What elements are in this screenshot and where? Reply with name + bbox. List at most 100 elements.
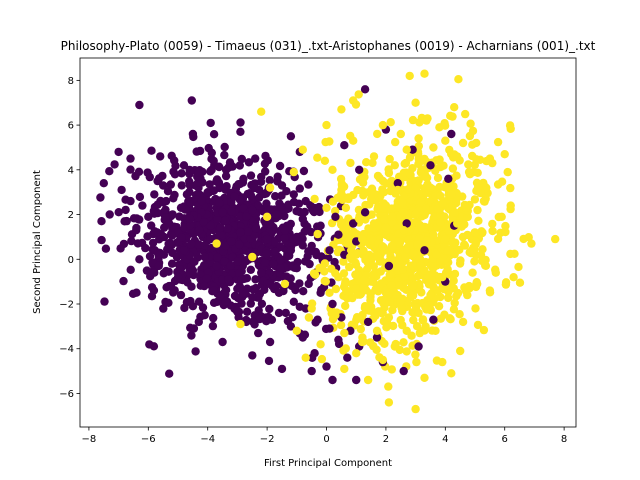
point-class-0 [251,154,260,163]
point-class-1 [355,214,364,224]
point-class-1 [359,191,368,200]
point-class-0 [246,299,255,308]
x-axis-ticks: −8 −6 −4 −2 0 2 4 6 8 [82,427,567,445]
point-class-0 [393,179,402,188]
point-class-1 [339,257,348,266]
point-class-0 [200,252,209,262]
point-class-1 [447,369,456,378]
point-class-0 [220,150,229,160]
point-class-1 [434,302,444,311]
point-class-0 [206,167,215,176]
point-class-0 [138,201,147,210]
point-class-1 [515,278,525,287]
point-class-1 [456,256,465,265]
point-class-1 [341,301,350,311]
point-class-0 [114,147,123,157]
point-class-0 [352,375,361,385]
point-class-0 [163,187,173,196]
point-class-0 [188,266,198,275]
point-class-0 [307,227,316,237]
point-class-0 [408,145,417,154]
point-class-0 [213,214,222,223]
point-class-1 [503,167,512,177]
point-class-0 [209,186,219,195]
point-class-0 [286,132,296,141]
point-class-1 [325,137,334,146]
point-class-1 [301,353,310,362]
point-class-0 [215,230,225,239]
point-class-1 [342,286,351,295]
point-class-0 [254,201,263,210]
point-class-1 [402,326,411,335]
point-class-1 [501,280,511,289]
point-class-1 [371,284,380,294]
chart-title: Philosophy-Plato (0059) - Timaeus (031)_… [61,39,596,53]
point-class-0 [216,223,225,233]
point-class-1 [455,310,464,319]
x-tick-label: 2 [383,434,389,445]
point-class-1 [334,273,343,282]
point-class-1 [488,219,497,229]
point-class-1 [262,212,272,221]
point-class-0 [147,146,156,155]
point-class-1 [497,212,506,221]
point-class-1 [408,115,418,125]
point-class-0 [161,196,171,206]
point-class-0 [127,236,136,246]
point-class-0 [214,162,224,172]
point-class-1 [420,69,429,78]
point-class-1 [322,120,331,130]
point-class-0 [292,264,301,273]
point-class-0 [334,335,343,344]
point-class-1 [505,121,515,130]
point-class-1 [488,226,497,236]
point-class-1 [468,126,478,136]
point-class-0 [145,340,154,349]
point-class-0 [301,196,310,206]
point-class-1 [426,183,435,192]
point-class-0 [218,337,227,347]
point-class-1 [317,354,327,364]
point-class-0 [199,217,208,226]
point-class-1 [463,212,472,222]
x-tick-label: −8 [82,434,97,445]
point-class-0 [271,247,280,256]
point-class-0 [420,246,429,255]
point-class-0 [292,207,301,216]
point-class-0 [220,257,229,266]
point-class-0 [426,161,435,170]
point-class-1 [426,290,435,300]
point-class-1 [414,134,423,143]
point-class-1 [458,232,468,242]
point-class-0 [282,187,291,196]
point-class-0 [135,192,145,202]
point-class-1 [368,270,378,280]
point-class-1 [418,316,428,325]
point-class-0 [97,235,106,245]
point-class-0 [173,273,183,282]
y-tick-label: 8 [68,76,74,87]
point-class-0 [202,274,212,283]
point-class-0 [224,275,233,284]
point-class-0 [101,244,111,253]
point-class-1 [327,218,337,228]
point-class-0 [126,165,135,174]
point-class-0 [310,349,319,358]
point-class-1 [368,158,377,168]
point-class-0 [234,180,243,189]
point-class-0 [313,205,322,215]
point-class-0 [299,166,309,176]
point-class-1 [420,373,429,382]
point-class-0 [236,212,245,221]
point-class-1 [497,177,507,186]
point-class-0 [242,212,251,221]
point-class-1 [405,241,415,250]
point-class-0 [145,252,155,261]
point-class-1 [358,337,367,347]
point-class-1 [411,210,420,219]
point-class-0 [182,190,192,199]
point-class-1 [470,228,480,237]
point-class-1 [358,234,367,244]
point-class-1 [401,158,411,168]
point-class-0 [277,181,287,190]
